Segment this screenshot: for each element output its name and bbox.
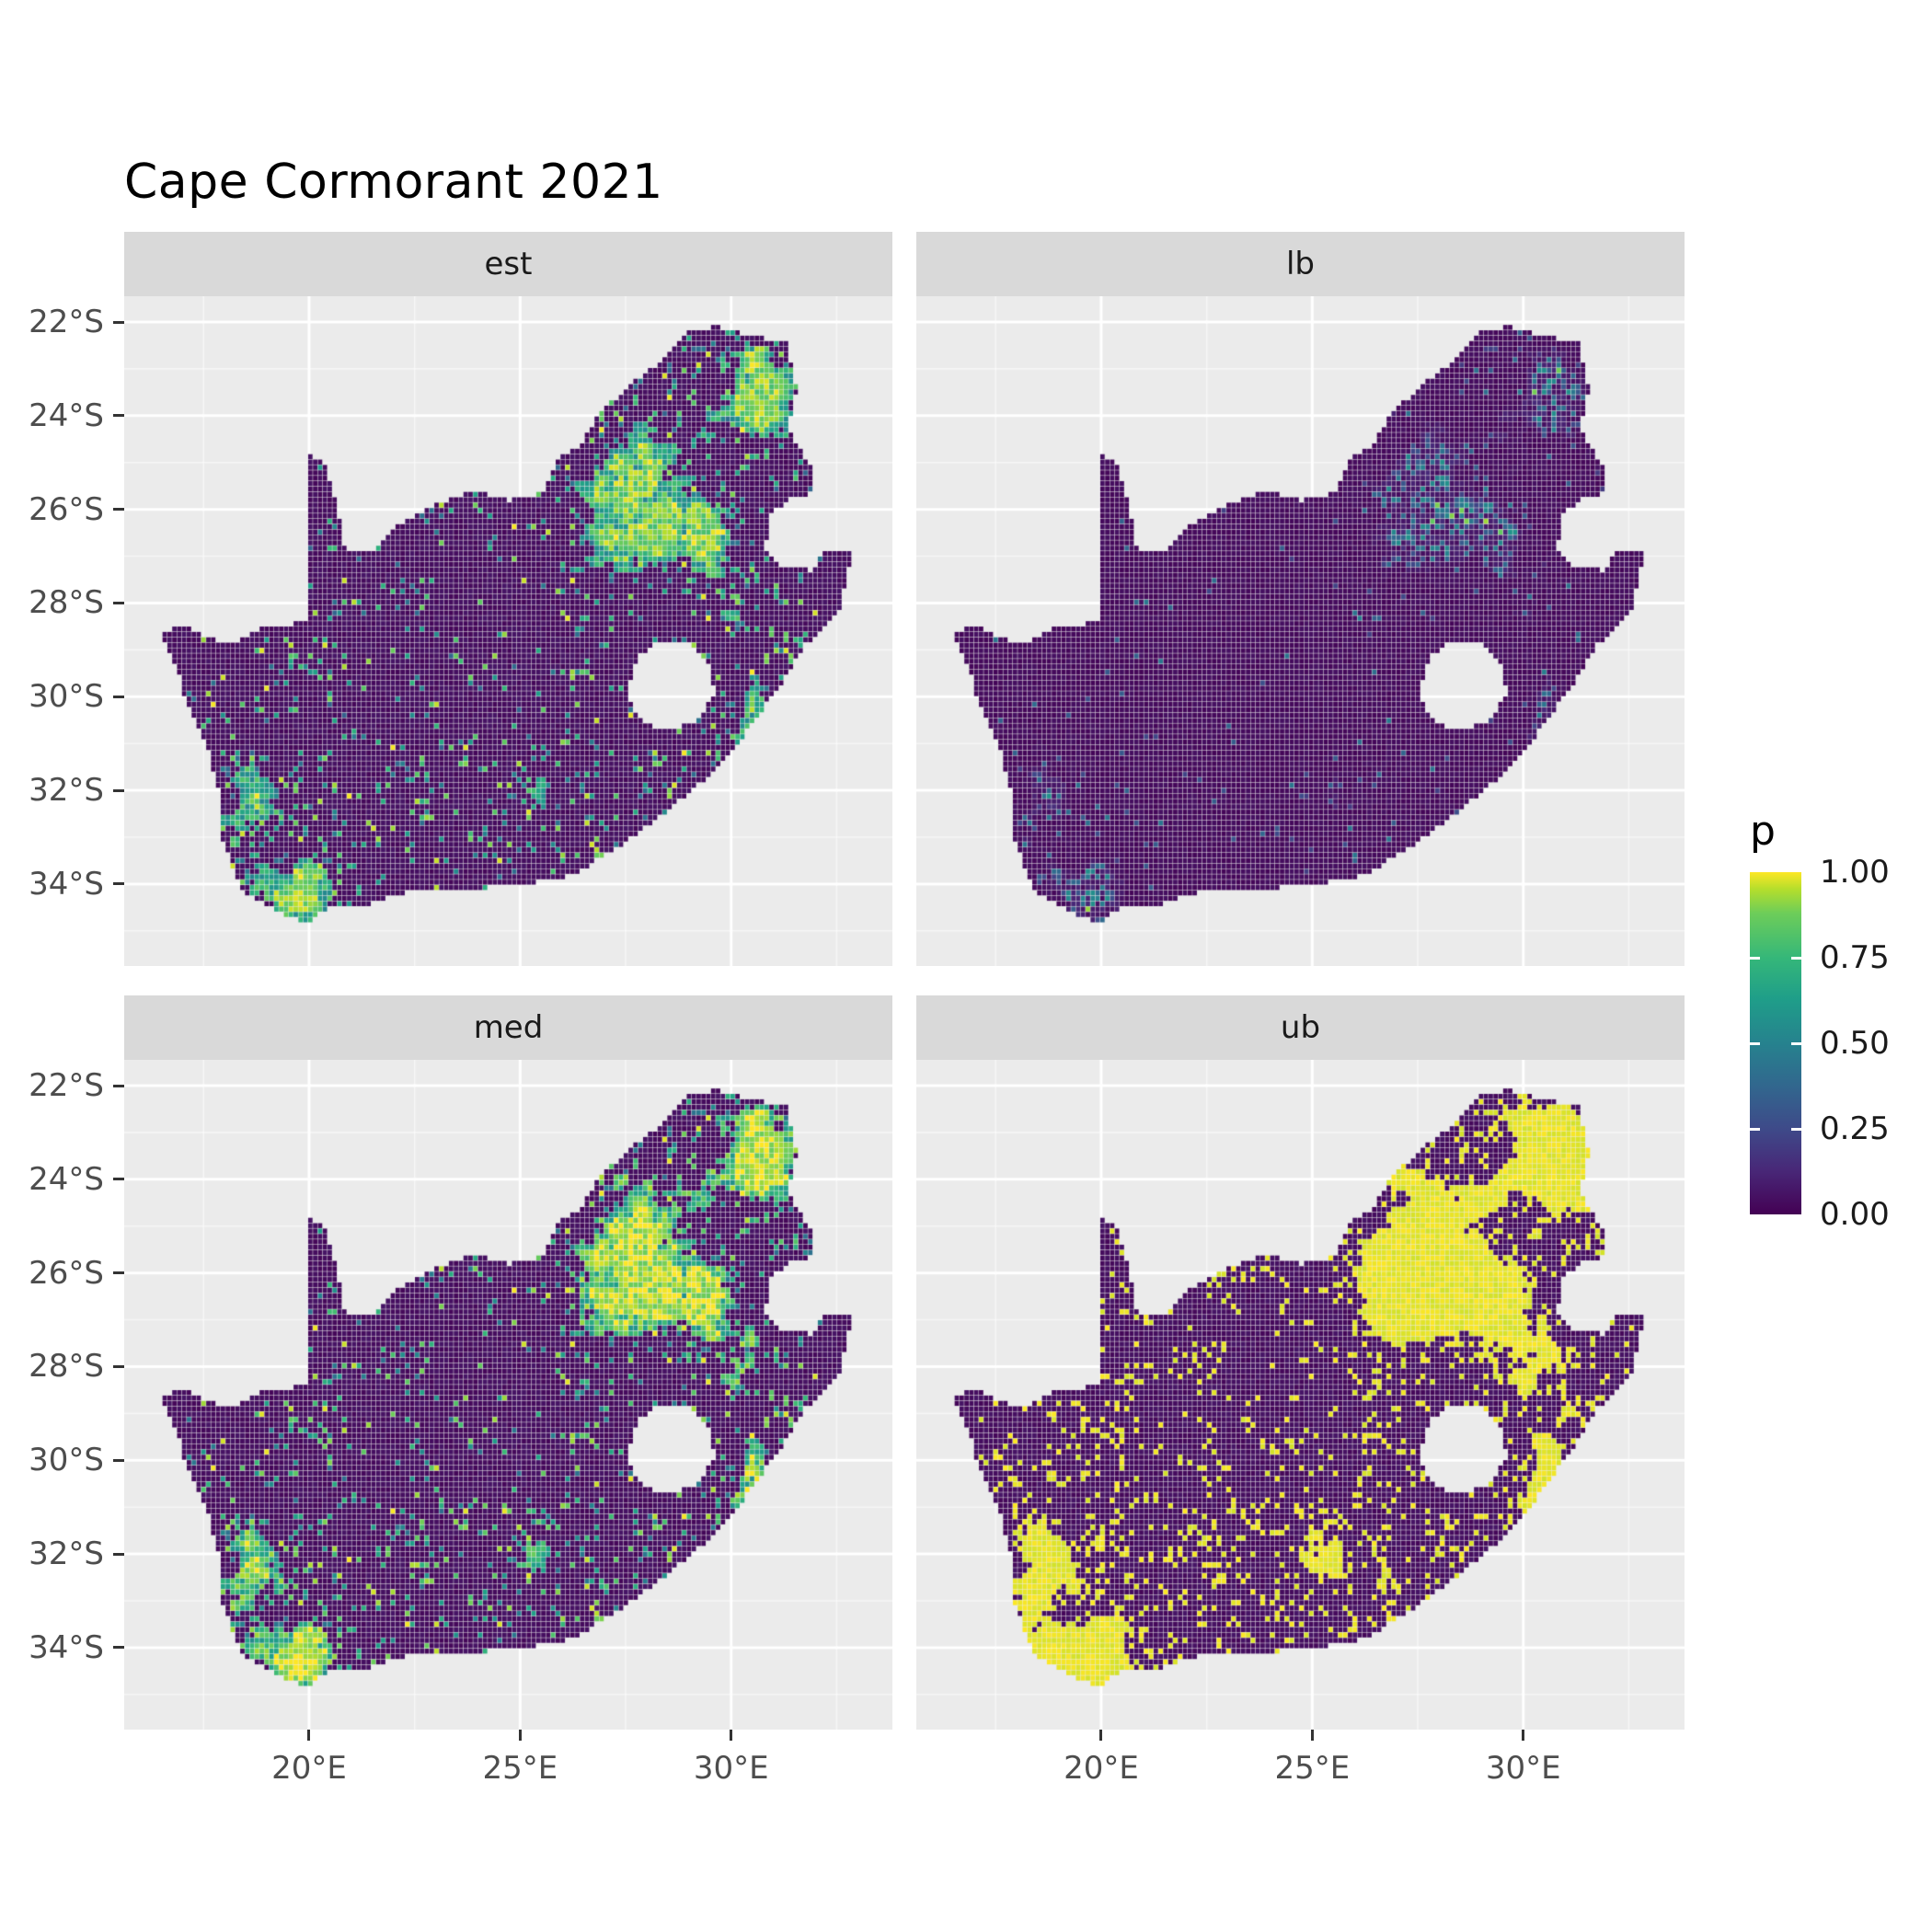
legend-bar-tick	[1750, 1127, 1760, 1131]
facet-canvas-med	[124, 1060, 892, 1730]
y-tick-mark	[113, 788, 124, 792]
legend-bar-tick	[1791, 1127, 1801, 1131]
legend-label: 1.00	[1820, 854, 1890, 891]
y-tick-mark	[113, 695, 124, 698]
y-tick-mark	[113, 1364, 124, 1368]
legend-bar-tick	[1791, 1041, 1801, 1045]
facet-strip-label: lb	[1285, 246, 1316, 282]
legend-bar-tick	[1750, 1041, 1760, 1045]
x-tick-label: 30°E	[1485, 1750, 1561, 1787]
facet-canvas-est	[124, 296, 892, 966]
x-tick-mark	[1310, 1730, 1314, 1741]
y-tick-label: 22°S	[29, 1067, 104, 1104]
legend-label: 0.00	[1820, 1196, 1890, 1233]
y-tick-label: 34°S	[29, 1628, 104, 1666]
x-tick-label: 30°E	[693, 1750, 769, 1787]
y-tick-label: 30°S	[29, 678, 104, 716]
facet-strip-label: ub	[1280, 1009, 1321, 1046]
facet-strip-lb: lb	[916, 232, 1685, 296]
x-tick-label: 20°E	[1064, 1750, 1139, 1787]
y-tick-mark	[113, 1458, 124, 1462]
y-tick-label: 28°S	[29, 584, 104, 622]
x-tick-label: 25°E	[1274, 1750, 1351, 1787]
x-tick-label: 20°E	[271, 1750, 347, 1787]
y-tick-label: 32°S	[29, 772, 104, 810]
y-tick-label: 22°S	[29, 304, 104, 340]
y-tick-mark	[113, 1084, 124, 1087]
y-tick-mark	[113, 414, 124, 418]
x-tick-mark	[518, 1730, 522, 1741]
y-tick-mark	[113, 1552, 124, 1556]
plot-title: Cape Cormorant 2021	[124, 155, 663, 210]
y-tick-label: 30°S	[29, 1442, 104, 1479]
x-tick-mark	[1099, 1730, 1103, 1741]
facet-strip-label: est	[484, 246, 533, 282]
y-tick-label: 24°S	[29, 397, 104, 434]
legend-label: 0.75	[1820, 939, 1890, 976]
y-tick-label: 34°S	[29, 865, 104, 903]
y-tick-mark	[113, 882, 124, 886]
facet-strip-label: med	[473, 1009, 544, 1046]
x-tick-mark	[1522, 1730, 1525, 1741]
y-tick-mark	[113, 1646, 124, 1650]
legend-bar-tick	[1750, 956, 1760, 960]
facet-canvas-lb	[916, 296, 1685, 966]
y-tick-mark	[113, 1178, 124, 1181]
y-tick-mark	[113, 1271, 124, 1275]
y-tick-label: 24°S	[29, 1160, 104, 1198]
legend-label: 0.25	[1820, 1110, 1890, 1147]
facet-canvas-ub	[916, 1060, 1685, 1730]
facet-strip-med: med	[124, 995, 892, 1060]
legend-bar-tick	[1791, 956, 1801, 960]
x-tick-label: 25°E	[482, 1750, 558, 1787]
facet-strip-ub: ub	[916, 995, 1685, 1060]
y-tick-mark	[113, 508, 124, 512]
x-tick-mark	[307, 1730, 311, 1741]
legend-label: 0.50	[1820, 1025, 1890, 1062]
y-tick-label: 26°S	[29, 490, 104, 528]
y-tick-mark	[113, 601, 124, 604]
x-tick-mark	[730, 1730, 733, 1741]
y-tick-mark	[113, 320, 124, 324]
facet-strip-est: est	[124, 232, 892, 296]
legend-title: p	[1750, 808, 1776, 855]
y-tick-label: 32°S	[29, 1535, 104, 1573]
y-tick-label: 28°S	[29, 1348, 104, 1386]
y-tick-label: 26°S	[29, 1254, 104, 1292]
